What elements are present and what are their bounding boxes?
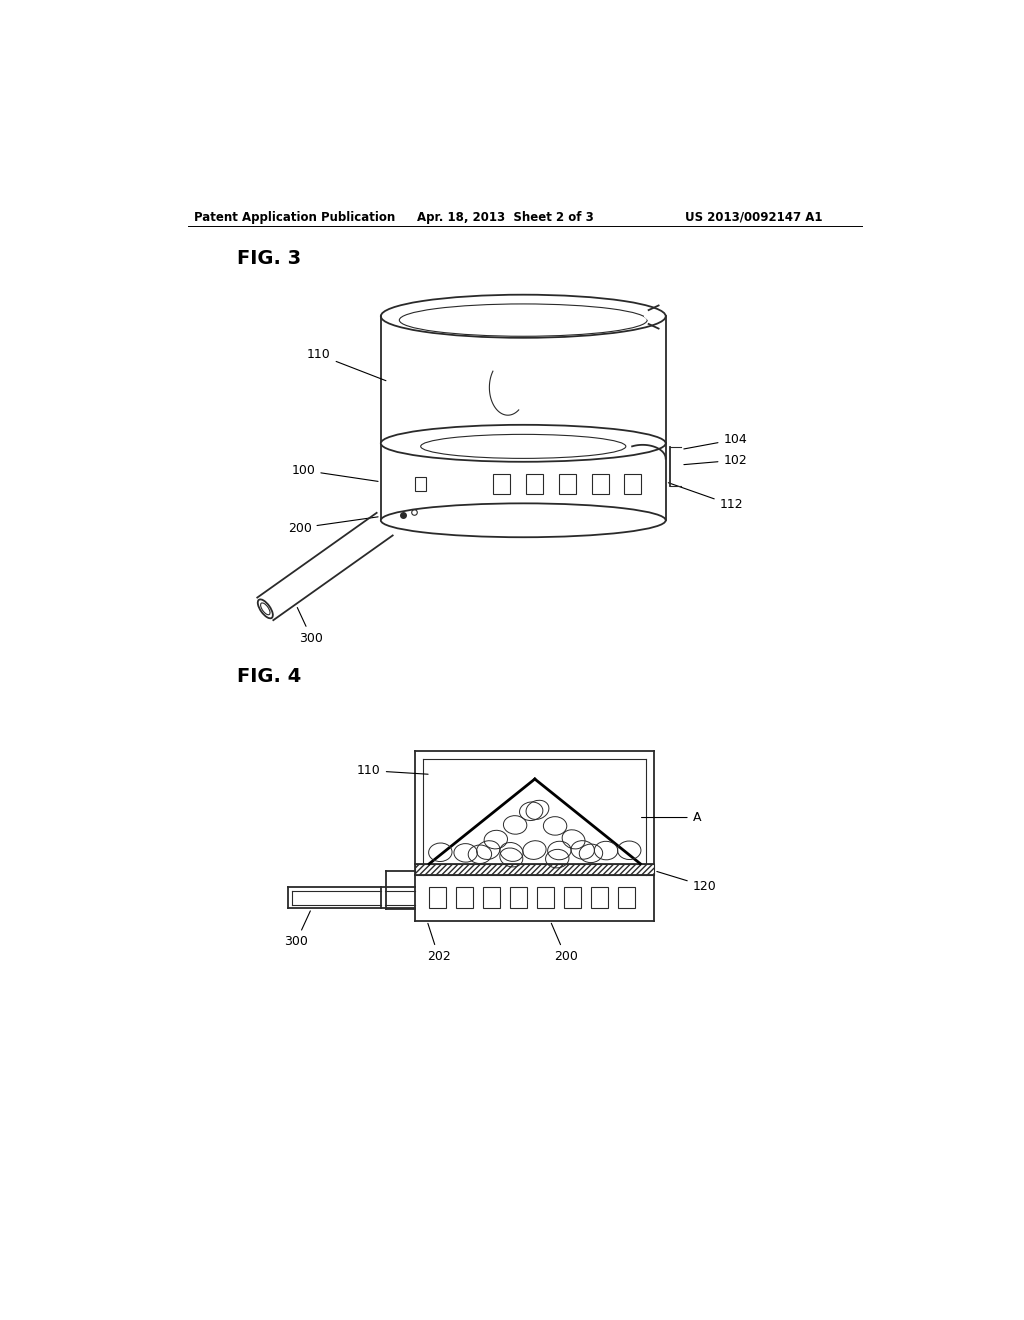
Bar [564, 887, 581, 908]
Bar [510, 887, 527, 908]
Text: 120: 120 [656, 871, 717, 892]
Bar [592, 474, 608, 494]
Text: 110: 110 [307, 348, 386, 380]
Text: Apr. 18, 2013  Sheet 2 of 3: Apr. 18, 2013 Sheet 2 of 3 [417, 211, 594, 224]
Ellipse shape [381, 425, 666, 462]
Text: 200: 200 [288, 517, 378, 535]
Bar [538, 887, 554, 908]
Bar [494, 474, 510, 494]
Text: 300: 300 [285, 911, 310, 948]
Bar [591, 887, 608, 908]
Bar [617, 887, 635, 908]
Text: 104: 104 [684, 433, 748, 449]
Text: 110: 110 [357, 764, 428, 777]
Bar [559, 474, 577, 494]
Text: 202: 202 [427, 924, 451, 964]
Bar [625, 474, 641, 494]
Text: A: A [642, 810, 701, 824]
Ellipse shape [381, 503, 666, 537]
Text: 100: 100 [292, 463, 378, 482]
Text: 200: 200 [551, 923, 578, 964]
Bar [483, 887, 500, 908]
Text: 112: 112 [669, 483, 743, 511]
Text: 300: 300 [297, 607, 324, 644]
Text: Patent Application Publication: Patent Application Publication [194, 211, 395, 224]
Bar [457, 887, 473, 908]
Bar [429, 887, 446, 908]
Ellipse shape [258, 599, 272, 618]
Bar [416, 478, 426, 491]
Bar [526, 474, 544, 494]
Text: 102: 102 [684, 454, 748, 467]
Wedge shape [644, 313, 655, 323]
Text: FIG. 4: FIG. 4 [237, 667, 301, 685]
Bar [416, 863, 654, 874]
Text: US 2013/0092147 A1: US 2013/0092147 A1 [685, 211, 822, 224]
Text: FIG. 3: FIG. 3 [237, 249, 301, 268]
